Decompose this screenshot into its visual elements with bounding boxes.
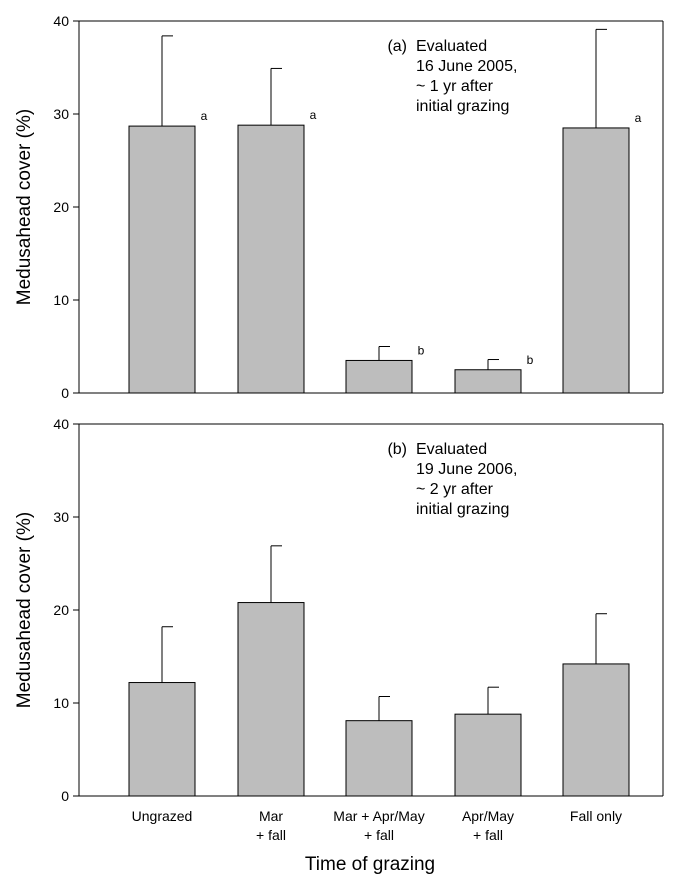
x-category-label: Apr/May [462,808,514,824]
x-category-label: Fall only [570,808,622,824]
significance-letter: a [201,109,208,123]
panel-annotation-line: initial grazing [416,501,509,518]
panel-annotation-line: initial grazing [416,98,509,115]
panel-annotation-line: Evaluated [416,441,487,458]
panel-a: 0 10 20 30 40 Medusahead cover (%) a a b b a (a) Eva… [14,13,664,401]
x-category-label: + fall [364,827,394,843]
bar [128,682,196,797]
x-category-label: + fall [256,827,286,843]
bar [237,124,305,394]
bar [454,369,522,394]
y-axis-title: Medusahead cover (%) [14,512,35,708]
bar [128,125,196,394]
x-category-label: + fall [473,827,503,843]
panel-label: (b) [387,441,407,458]
y-tick-label: 10 [53,292,69,308]
y-tick-label: 0 [61,385,69,401]
x-category-labels: Ungrazed Mar + fall Mar + Apr/May + fall Apr/… [132,808,622,843]
panel-annotation-line: 19 June 2006, [416,461,517,478]
panel-b: 0 10 20 30 40 Medusahead cover (%) (b) Evaluate… [14,416,664,804]
panel-label: (a) [387,38,407,55]
panel-annotation-line: Evaluated [416,38,487,55]
significance-letter: b [527,353,534,367]
y-tick-label: 30 [53,509,69,525]
y-tick-label: 20 [53,199,69,215]
bar [454,713,522,797]
y-tick-label: 30 [53,106,69,122]
y-tick-label: 10 [53,695,69,711]
panel-annotation-line: 16 June 2005, [416,58,517,75]
bar [345,359,413,394]
panel-annotation-line: ~ 2 yr after [416,481,494,498]
bar [345,720,413,797]
panel-annotation-line: ~ 1 yr after [416,78,494,95]
significance-letter: a [310,108,317,122]
bar [562,127,630,394]
y-tick-label: 40 [53,416,69,432]
x-category-label: Ungrazed [132,808,193,824]
x-category-label: Mar [259,808,283,824]
y-axis-title: Medusahead cover (%) [14,109,35,305]
significance-letter: a [635,111,642,125]
bar [562,663,630,797]
significance-letter: b [418,343,425,357]
y-tick-label: 40 [53,13,69,29]
y-tick-label: 20 [53,602,69,618]
x-axis-title: Time of grazing [305,854,435,875]
y-tick-label: 0 [61,788,69,804]
bar [237,602,305,797]
x-category-label: Mar + Apr/May [333,808,424,824]
